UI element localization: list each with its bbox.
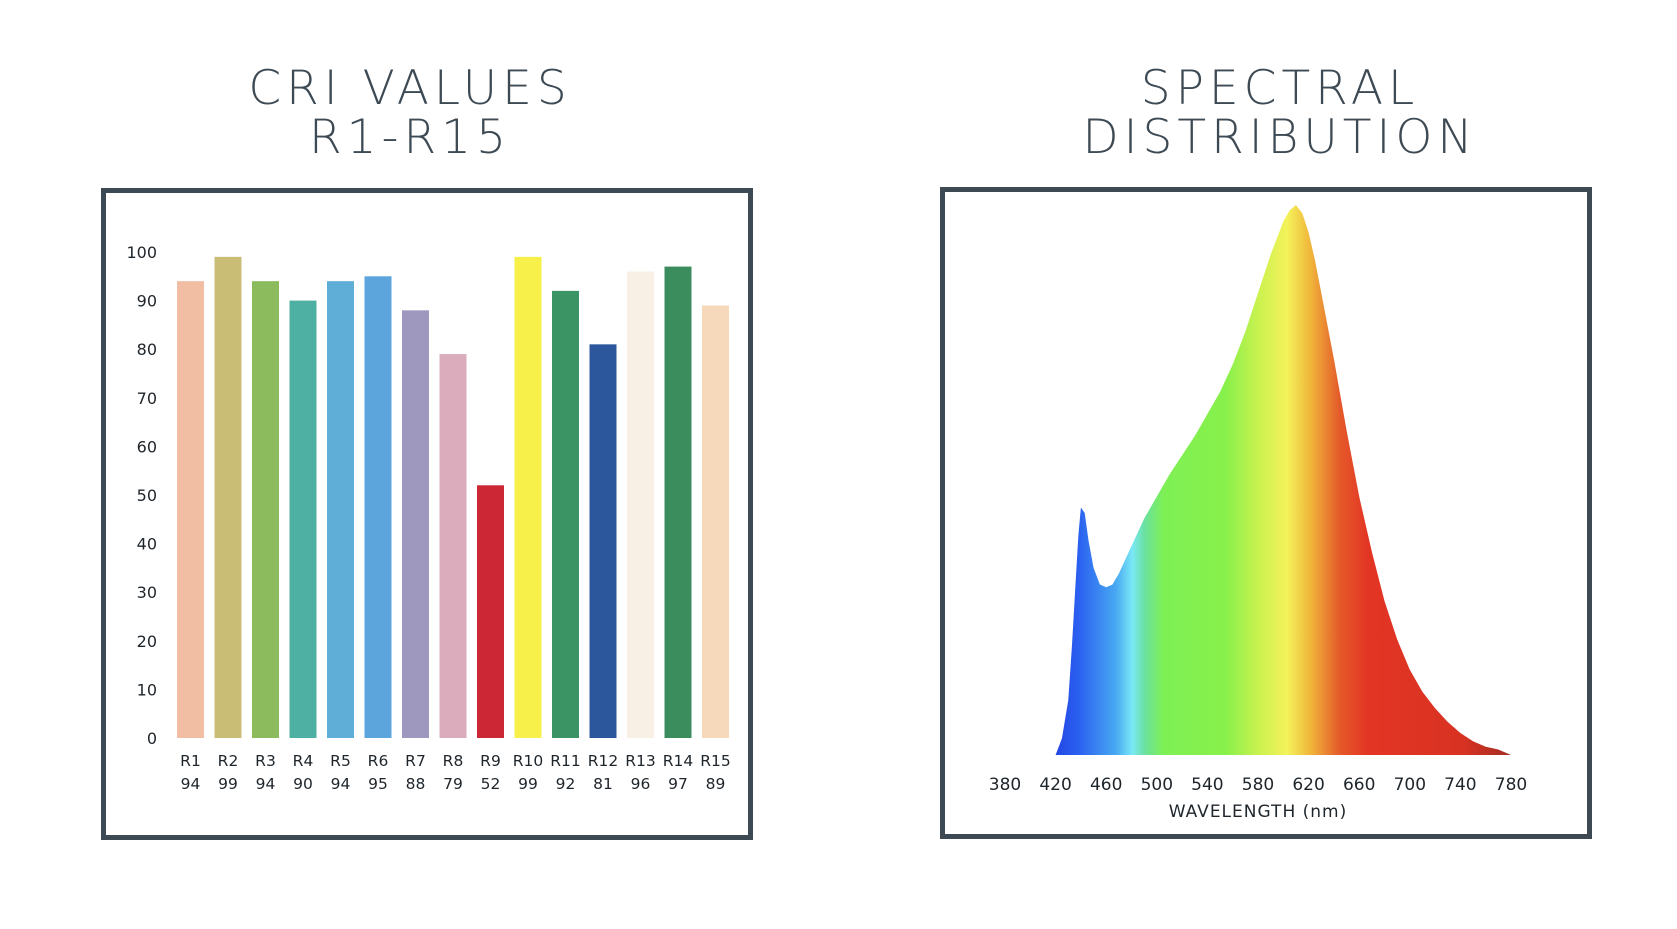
spectral-area-chart: 380 420 460 500 540 580 620 660 700 740 780 WAVELEN… xyxy=(989,205,1527,822)
category-label: R5 xyxy=(330,752,351,770)
x-tick-label: 580 xyxy=(1242,775,1274,795)
bar-r13 xyxy=(627,271,654,738)
bar-r11 xyxy=(552,290,579,738)
bar-r7 xyxy=(402,310,429,738)
bar-r8 xyxy=(439,354,467,738)
category-label: R3 xyxy=(255,752,276,770)
x-tick-label: 660 xyxy=(1343,775,1375,795)
x-tick-label: 780 xyxy=(1495,775,1527,795)
value-label: 52 xyxy=(481,775,501,793)
spectral-title-line2: DISTRIBUTION xyxy=(1082,110,1478,165)
y-tick-label: 100 xyxy=(126,243,157,262)
category-label: R10 xyxy=(513,752,544,770)
y-tick-label: 90 xyxy=(137,292,157,311)
value-label: 89 xyxy=(706,775,726,793)
category-label: R9 xyxy=(480,752,501,770)
x-tick-label: 420 xyxy=(1039,775,1071,795)
category-label: R4 xyxy=(293,752,314,770)
value-label: 97 xyxy=(668,775,688,793)
category-label: R8 xyxy=(443,752,464,770)
y-tick-label: 0 xyxy=(147,729,157,748)
category-label: R1 xyxy=(180,752,201,770)
value-label: 94 xyxy=(256,775,276,793)
value-label: 96 xyxy=(631,775,651,793)
cri-chart-frame: 0 10 20 30 40 50 60 70 80 90 100 R1 94 R2 99 R3 94 R4 90 R5… xyxy=(101,188,753,840)
y-tick-label: 40 xyxy=(137,535,157,554)
y-tick-label: 20 xyxy=(137,632,157,651)
value-label: 94 xyxy=(181,775,201,793)
category-label: R14 xyxy=(663,752,694,770)
cri-chart-title: CRI VALUES R1-R15 xyxy=(150,64,670,162)
category-label: R13 xyxy=(625,752,656,770)
category-label: R11 xyxy=(550,752,581,770)
value-label: 94 xyxy=(331,775,351,793)
category-label: R12 xyxy=(588,752,619,770)
y-tick-label: 10 xyxy=(137,680,157,699)
spectral-chart-title: SPECTRAL DISTRIBUTION xyxy=(1020,64,1540,162)
category-label: R7 xyxy=(405,752,426,770)
cri-title-line2: R1-R15 xyxy=(309,110,511,165)
bar-r1 xyxy=(177,281,204,738)
bar-r9 xyxy=(477,485,504,738)
bar-r15 xyxy=(702,305,729,738)
x-tick-label: 700 xyxy=(1394,775,1426,795)
y-tick-label: 50 xyxy=(137,486,157,505)
category-label: R6 xyxy=(368,752,389,770)
y-tick-label: 30 xyxy=(137,583,157,602)
x-tick-label: 740 xyxy=(1444,775,1476,795)
bar-r4 xyxy=(289,300,317,738)
spectral-chart-frame: 380 420 460 500 540 580 620 660 700 740 780 WAVELEN… xyxy=(940,187,1592,839)
bar-r2 xyxy=(214,256,242,738)
bar-r14 xyxy=(664,266,692,738)
x-tick-label: 500 xyxy=(1141,775,1173,795)
cri-bar-chart: 0 10 20 30 40 50 60 70 80 90 100 R1 94 R2 99 R3 94 R4 90 R5… xyxy=(126,243,731,793)
y-tick-label: 80 xyxy=(137,340,157,359)
bar-r12 xyxy=(589,344,617,738)
x-tick-label: 620 xyxy=(1292,775,1324,795)
value-label: 99 xyxy=(518,775,538,793)
cri-title-line1: CRI VALUES xyxy=(248,61,572,116)
category-label: R15 xyxy=(700,752,731,770)
x-tick-label: 380 xyxy=(989,775,1021,795)
category-label: R2 xyxy=(218,752,239,770)
value-label: 92 xyxy=(556,775,576,793)
x-tick-label: 460 xyxy=(1090,775,1122,795)
value-label: 81 xyxy=(593,775,613,793)
y-tick-label: 70 xyxy=(137,389,157,408)
x-axis-label: WAVELENGTH (nm) xyxy=(1169,802,1347,822)
value-label: 95 xyxy=(368,775,388,793)
bar-r6 xyxy=(364,276,392,738)
spectral-title-line1: SPECTRAL xyxy=(1140,61,1420,116)
x-tick-label: 540 xyxy=(1191,775,1223,795)
value-label: 88 xyxy=(406,775,426,793)
bar-r10 xyxy=(514,256,542,738)
y-tick-label: 60 xyxy=(137,437,157,456)
bar-r5 xyxy=(327,281,354,738)
spectral-area xyxy=(1055,205,1511,755)
value-label: 99 xyxy=(218,775,238,793)
value-label: 79 xyxy=(443,775,463,793)
value-label: 90 xyxy=(293,775,313,793)
bar-r3 xyxy=(252,281,279,738)
